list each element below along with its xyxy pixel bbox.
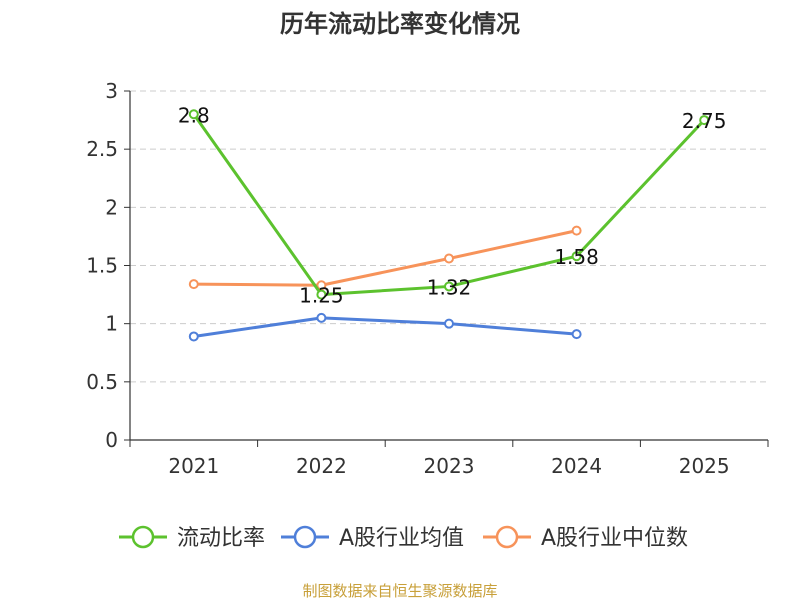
legend-marker-icon bbox=[131, 525, 155, 549]
data-point-industry-avg[interactable] bbox=[571, 329, 582, 340]
y-tick-label: 3 bbox=[105, 79, 118, 103]
x-tick-label: 2023 bbox=[424, 454, 475, 478]
data-label: 1.58 bbox=[554, 245, 599, 269]
data-point-liudong[interactable] bbox=[444, 281, 454, 292]
series-line-liudong bbox=[192, 113, 706, 297]
legend-marker-icon bbox=[293, 525, 317, 549]
y-tick-label: 0 bbox=[105, 428, 118, 452]
legend: 流动比率 A股行业均值 A股行业中位数 bbox=[119, 525, 688, 551]
legend-item-industry-median[interactable]: A股行业中位数 bbox=[483, 525, 688, 551]
x-tick-label: 2021 bbox=[168, 454, 219, 478]
legend-label: 流动比率 bbox=[177, 526, 265, 551]
series-line-industry-avg bbox=[193, 316, 577, 338]
data-point-industry-avg[interactable] bbox=[444, 318, 454, 329]
data-point-industry-median[interactable] bbox=[571, 225, 582, 236]
data-point-liudong[interactable] bbox=[699, 115, 710, 126]
y-tick-label: 2 bbox=[105, 195, 118, 219]
data-labels: 2.8 1.25 1.32 1.58 2.75 bbox=[178, 103, 727, 307]
data-point-industry-avg[interactable] bbox=[188, 331, 199, 342]
legend-marker-icon bbox=[495, 525, 519, 549]
legend-item-liudong[interactable]: 流动比率 bbox=[119, 525, 265, 551]
x-tick-label: 2024 bbox=[551, 454, 602, 478]
y-tick-label: 2.5 bbox=[86, 137, 118, 161]
series-lines bbox=[188, 109, 710, 342]
data-point-industry-median[interactable] bbox=[188, 279, 199, 290]
data-point-industry-median[interactable] bbox=[444, 253, 454, 264]
chart-title: 历年流动比率变化情况 bbox=[280, 10, 520, 38]
legend-label: A股行业均值 bbox=[339, 526, 464, 551]
series-line-industry-median bbox=[193, 229, 577, 287]
data-point-liudong[interactable] bbox=[571, 251, 582, 262]
data-point-industry-median[interactable] bbox=[316, 280, 327, 291]
x-tick-label: 2025 bbox=[679, 454, 730, 478]
data-point-liudong[interactable] bbox=[188, 109, 199, 120]
x-tick-label: 2022 bbox=[296, 454, 347, 478]
data-label: 2.75 bbox=[682, 109, 727, 133]
y-tick-label: 1 bbox=[105, 312, 118, 336]
data-label: 2.8 bbox=[178, 103, 210, 127]
legend-item-industry-avg[interactable]: A股行业均值 bbox=[281, 525, 464, 551]
source-note: 制图数据来自恒生聚源数据库 bbox=[302, 582, 497, 600]
data-point-industry-avg[interactable] bbox=[316, 312, 327, 323]
axes: 0 0.5 1 1.5 2 2.5 3 2021 2022 2023 2024 2025 bbox=[86, 79, 769, 478]
grid-lines bbox=[130, 90, 768, 383]
data-point-liudong[interactable] bbox=[316, 289, 327, 300]
data-label: 1.32 bbox=[427, 275, 472, 299]
data-label: 1.25 bbox=[299, 284, 344, 308]
y-tick-label: 0.5 bbox=[86, 370, 118, 394]
y-tick-label: 1.5 bbox=[86, 254, 118, 278]
legend-label: A股行业中位数 bbox=[541, 526, 688, 551]
